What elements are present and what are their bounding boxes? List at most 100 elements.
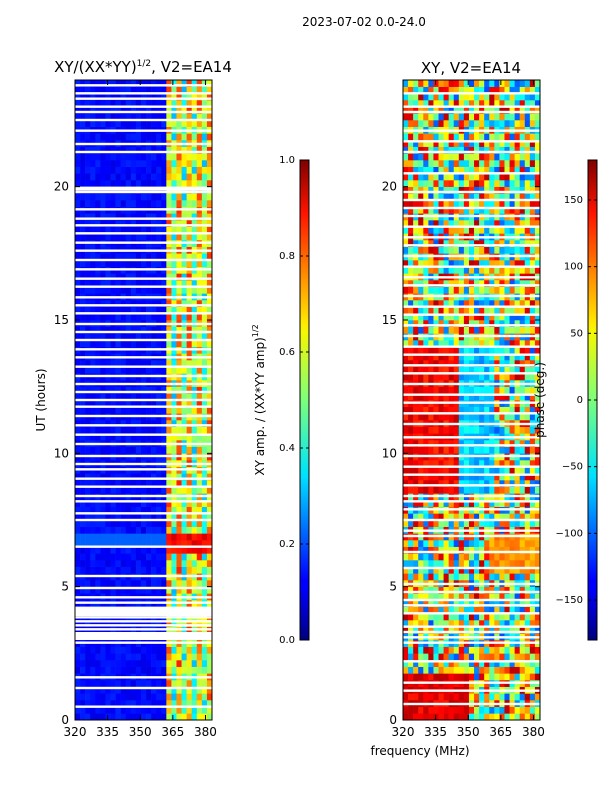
heatmap-cell	[494, 160, 500, 167]
heatmap-cell	[166, 653, 172, 661]
heatmap-cell	[504, 180, 510, 187]
heatmap-cell	[186, 153, 192, 161]
heatmap-cell	[201, 526, 208, 534]
heatmap-cell	[463, 646, 470, 654]
heatmap-cell	[418, 446, 424, 454]
heatmap-cell	[181, 426, 187, 434]
heatmap-cell	[534, 540, 540, 547]
heatmap-cell	[524, 600, 531, 607]
heatmap-cell	[443, 546, 449, 554]
heatmap-cell	[428, 480, 434, 487]
heatmap-cell	[171, 273, 177, 281]
heatmap-cell	[453, 260, 460, 267]
heatmap-cell	[433, 266, 439, 274]
heatmap-cell	[418, 466, 424, 474]
heatmap-cell	[135, 340, 142, 347]
heatmap-cell	[130, 233, 137, 241]
heatmap-cell	[423, 513, 429, 521]
heatmap-cell	[75, 560, 81, 567]
heatmap-cell	[196, 340, 203, 347]
heatmap-cell	[110, 500, 116, 507]
heatmap-cell	[413, 286, 419, 294]
heatmap-cell	[418, 593, 424, 601]
heatmap-cell	[509, 613, 515, 621]
heatmap-cell	[206, 553, 212, 561]
heatmap-cell	[196, 306, 203, 314]
phase-heatmap	[403, 80, 540, 720]
heatmap-cell	[196, 666, 203, 674]
heatmap-cell	[110, 473, 116, 481]
heatmap-cell	[448, 246, 455, 254]
heatmap-cell	[181, 153, 187, 161]
heatmap-cell	[428, 520, 434, 527]
heatmap-cell	[448, 406, 455, 414]
heatmap-cell	[161, 406, 167, 414]
heatmap-cell	[105, 553, 111, 561]
heatmap-cell	[453, 646, 460, 654]
heatmap-cell	[90, 160, 96, 167]
heatmap-cell	[130, 680, 137, 687]
heatmap-cell	[105, 213, 111, 221]
heatmap-cell	[448, 520, 455, 527]
heatmap-cell	[75, 213, 81, 221]
heatmap-cell	[156, 166, 162, 174]
heatmap-cell	[171, 713, 177, 720]
heatmap-cell	[166, 646, 172, 654]
heatmap-cell	[85, 433, 91, 441]
heatmap-cell	[115, 106, 121, 114]
heatmap-cell	[403, 600, 409, 607]
heatmap-cell	[403, 206, 409, 214]
heatmap-cell	[534, 706, 540, 714]
heatmap-cell	[191, 420, 198, 427]
heatmap-cell	[463, 500, 470, 507]
heatmap-cell	[110, 133, 116, 141]
heatmap-cell	[186, 113, 192, 121]
heatmap-cell	[479, 440, 485, 447]
heatmap-cell	[418, 600, 424, 607]
heatmap-cell	[403, 626, 409, 634]
heatmap-cell	[95, 500, 101, 507]
heatmap-cell	[433, 586, 439, 594]
heatmap-cell	[110, 160, 116, 167]
heatmap-cell	[428, 413, 434, 421]
heatmap-cell	[191, 500, 198, 507]
heatmap-cell	[458, 360, 465, 367]
heatmap-cell	[423, 220, 429, 227]
heatmap-cell	[125, 133, 132, 141]
heatmap-cell	[489, 593, 495, 601]
heatmap-cell	[529, 673, 536, 681]
heatmap-cell	[176, 686, 182, 694]
heatmap-cell	[514, 193, 520, 201]
heatmap-cell	[181, 473, 187, 481]
heatmap-cell	[448, 646, 455, 654]
heatmap-cell	[463, 346, 470, 354]
heatmap-cell	[418, 626, 424, 634]
heatmap-cell	[443, 406, 449, 414]
heatmap-cell	[95, 193, 101, 201]
heatmap-cell	[443, 480, 449, 487]
heatmap-cell	[504, 246, 510, 254]
heatmap-cell	[413, 246, 419, 254]
heatmap-cell	[181, 620, 187, 627]
heatmap-cell	[206, 200, 212, 207]
heatmap-cell	[161, 160, 167, 167]
heatmap-cell	[166, 133, 172, 141]
heatmap-cell	[151, 326, 157, 334]
heatmap-cell	[191, 713, 198, 720]
heatmap-cell	[418, 440, 424, 447]
heatmap-cell	[403, 460, 409, 467]
heatmap-cell	[206, 340, 212, 347]
heatmap-cell	[146, 426, 152, 434]
heatmap-cell	[514, 513, 520, 521]
heatmap-cell	[453, 346, 460, 354]
heatmap-cell	[534, 713, 540, 720]
heatmap-cell	[120, 473, 127, 481]
heatmap-cell	[75, 713, 81, 720]
heatmap-cell	[468, 166, 475, 174]
heatmap-cell	[413, 240, 419, 247]
heatmap-cell	[206, 473, 212, 481]
heatmap-cell	[494, 693, 500, 701]
heatmap-cell	[438, 193, 444, 201]
heatmap-cell	[504, 366, 510, 374]
heatmap-cell	[504, 666, 510, 674]
